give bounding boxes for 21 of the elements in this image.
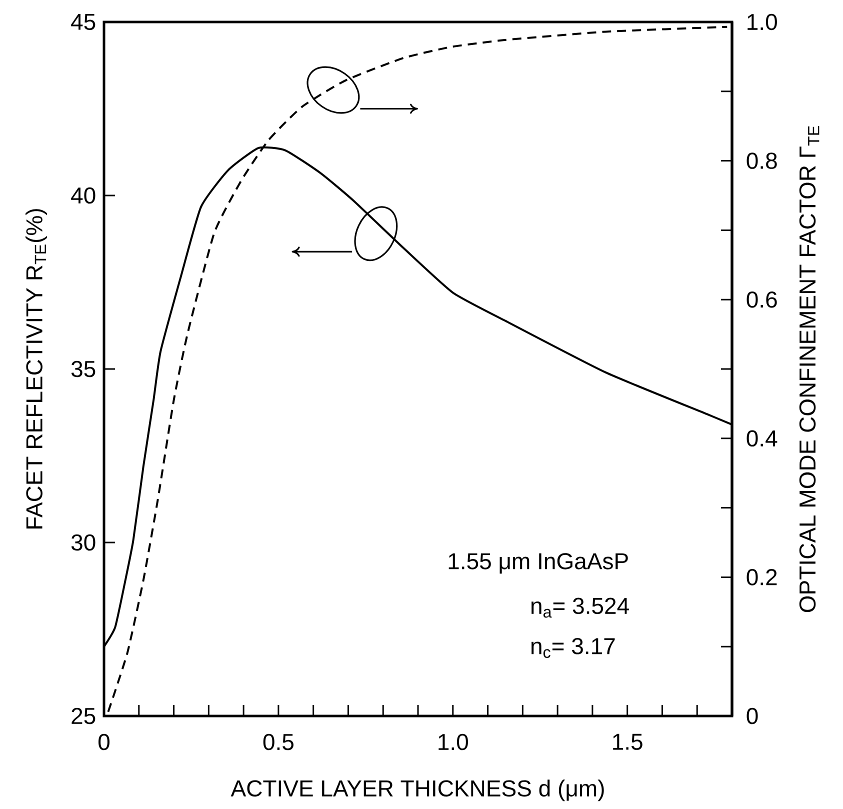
y-tick-label: 40 xyxy=(71,187,96,204)
y-axis-title: FACET REFLECTIVITY R$_{TE}$(%) xyxy=(26,209,48,528)
annotation: n$_{c}$= 3.17 xyxy=(532,638,615,658)
y2-tick-label: 0.8 xyxy=(746,152,777,169)
x-tick-label: 1.0 xyxy=(438,734,468,750)
y2-tick-label: 0.4 xyxy=(746,430,778,447)
y-tick-label: 25 xyxy=(72,708,96,724)
annotation: 1.55 μm InGaAsP xyxy=(448,553,628,574)
x-tick-label: 0 xyxy=(98,734,110,750)
y-tick-label: 35 xyxy=(71,360,96,378)
y-tick-label: 30 xyxy=(71,534,96,551)
y2-tick-label: 0 xyxy=(746,708,758,724)
annotation: n$_{a}$= 3.524 xyxy=(532,598,629,618)
y-tick-label: 45 xyxy=(71,14,96,30)
x-axis-title: ACTIVE LAYER THICKNESS d (μm) xyxy=(230,780,604,802)
y2-axis-title: OPTICAL MODE CONFINEMENT FACTOR Γ$_{TE}$ xyxy=(799,126,820,612)
y2-tick-label: 0.6 xyxy=(746,291,777,308)
y2-tick-label: 1.0 xyxy=(748,14,777,30)
y2-tick-label: 0.2 xyxy=(746,569,777,586)
x-tick-label: 1.5 xyxy=(613,734,642,750)
x-tick-label: 0.5 xyxy=(263,734,294,750)
